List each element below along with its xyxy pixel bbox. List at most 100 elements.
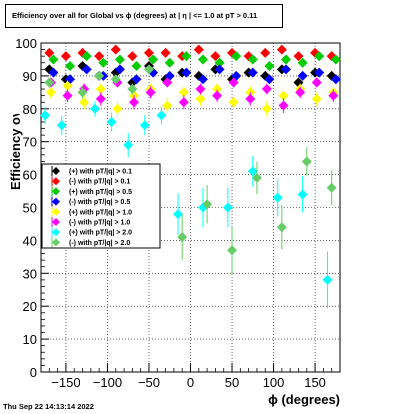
data-point [162, 77, 173, 88]
data-point [40, 110, 51, 121]
data-point [48, 54, 59, 65]
data-point [247, 166, 258, 177]
data-point [314, 51, 325, 62]
legend-entry-label: (-) with pT/|q| > 1.0 [69, 220, 130, 227]
data-point [65, 61, 76, 72]
data-point [181, 51, 192, 62]
x-tick-label: −150 [51, 375, 80, 390]
data-point [212, 84, 223, 95]
axis-ticks: 0 10 20 30 40 50 60 70 80 90 100 −150 −100 −50 0 50 100 1… [15, 36, 333, 390]
data-point [143, 47, 154, 58]
data-point [326, 182, 337, 193]
data-point [123, 139, 134, 150]
data-point [297, 70, 308, 81]
data-point [293, 51, 304, 62]
data-point [131, 74, 142, 85]
data-point [160, 47, 171, 58]
y-tick-label: 100 [15, 36, 37, 51]
data-point [214, 64, 225, 75]
data-point [173, 209, 184, 220]
data-point [81, 64, 92, 75]
data-point [278, 90, 289, 101]
y-tick-label: 50 [23, 201, 37, 216]
data-point [197, 54, 208, 65]
x-tick-label: 150 [304, 375, 326, 390]
y-tick-label: 30 [23, 266, 37, 281]
data-point [193, 44, 204, 55]
y-tick-label: 70 [23, 135, 37, 150]
y-tick-label: 80 [23, 102, 37, 117]
series-3 [48, 64, 341, 85]
y-tick-label: 60 [23, 168, 37, 183]
x-tick-label: 100 [263, 375, 285, 390]
data-point [297, 189, 308, 200]
data-point [228, 97, 239, 108]
data-point [214, 57, 225, 68]
data-point [81, 51, 92, 62]
x-axis-label: ϕ (degrees) [268, 392, 340, 407]
data-points [40, 44, 341, 309]
data-point [110, 44, 121, 55]
data-point [281, 64, 292, 75]
data-point [48, 67, 59, 78]
data-point [261, 84, 272, 95]
data-point [197, 74, 208, 85]
legend-marker [52, 218, 60, 226]
x-tick-label: −100 [93, 375, 122, 390]
data-point [62, 80, 73, 91]
data-point [62, 90, 73, 101]
data-point [178, 97, 189, 108]
data-point [247, 54, 258, 65]
data-point [247, 67, 258, 78]
data-point [227, 245, 238, 256]
data-point [301, 156, 312, 167]
data-point [228, 77, 239, 88]
data-point [202, 199, 213, 210]
series-4 [45, 80, 339, 117]
data-point [330, 74, 341, 85]
y-tick-label: 20 [23, 299, 37, 314]
data-point [222, 202, 233, 213]
data-point [295, 87, 306, 98]
data-point [56, 120, 67, 131]
x-tick-label: 0 [187, 375, 194, 390]
data-point [89, 103, 100, 114]
data-point [311, 93, 322, 104]
data-point [60, 51, 71, 62]
data-point [210, 51, 221, 62]
data-point [328, 90, 339, 101]
chart-title: Efficiency over all for Global vs ϕ (deg… [5, 4, 283, 28]
data-point [314, 67, 325, 78]
data-point [231, 51, 242, 62]
legend-entry-label: (+) with pT/|q| > 0.5 [69, 189, 132, 196]
data-point [94, 70, 105, 81]
data-point [139, 120, 150, 131]
data-point [178, 87, 189, 98]
legend-marker [52, 238, 60, 247]
series-7 [44, 64, 337, 276]
data-point [95, 84, 106, 95]
data-point [98, 57, 109, 68]
legend-entry-label: (+) with pT/|q| > 0.1 [69, 169, 132, 176]
data-point [260, 47, 271, 58]
data-point [127, 84, 138, 95]
data-point [77, 87, 88, 98]
data-point [95, 93, 106, 104]
series-2 [48, 51, 341, 72]
data-point [322, 274, 333, 285]
data-point [129, 97, 140, 108]
data-point [245, 93, 256, 104]
legend-entry-label: (+) with pT/|q| > 2.0 [69, 230, 132, 237]
data-point [162, 100, 173, 111]
data-point [330, 54, 341, 65]
data-point [131, 61, 142, 72]
legend-marker [52, 207, 60, 216]
data-point [44, 77, 55, 88]
data-point [278, 100, 289, 111]
legend: (+) with pT/|q| > 0.1 (-) with pT/|q| > 0… [41, 163, 161, 249]
data-point [164, 57, 175, 68]
data-point [44, 47, 55, 58]
data-point [276, 44, 287, 55]
legend-marker [52, 197, 60, 206]
